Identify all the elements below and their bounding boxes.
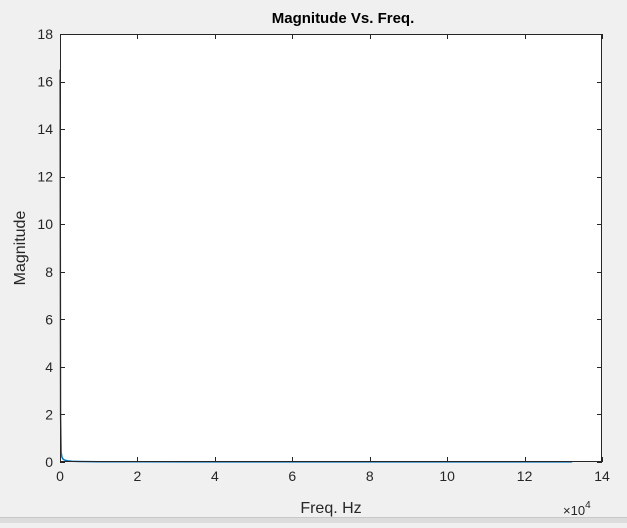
- x-tick-label: 12: [517, 468, 533, 484]
- ticks-layer: 0 2 4 6 8 10 12 14 0 2 4 6 8 10 12 14 16 18: [37, 26, 610, 484]
- axes-box: [60, 34, 602, 462]
- y-tick-label: 16: [37, 74, 53, 90]
- y-tick-label: 6: [45, 311, 53, 327]
- window-bottom-strip: [0, 517, 627, 523]
- y-tick-label: 2: [45, 406, 53, 422]
- plot-area: [60, 34, 602, 462]
- y-tick-label: 8: [45, 264, 53, 280]
- x-tick-label: 8: [366, 468, 374, 484]
- x-axis-exponent-label: ×104: [563, 500, 591, 518]
- x-tick-label: 10: [439, 468, 455, 484]
- y-axis-label: Magnitude: [12, 211, 29, 286]
- y-tick-label: 0: [45, 454, 53, 470]
- x-tick-label: 6: [288, 468, 296, 484]
- y-tick-label: 10: [37, 216, 53, 232]
- y-tick-label: 12: [37, 169, 53, 185]
- x-exponent-base: ×10: [563, 503, 585, 518]
- x-tick-label: 4: [211, 468, 219, 484]
- x-tick-label: 0: [56, 468, 64, 484]
- x-tick-label: 14: [594, 468, 610, 484]
- y-tick-label: 4: [45, 359, 53, 375]
- y-tick-label: 14: [37, 121, 53, 137]
- y-tick-label: 18: [37, 26, 53, 42]
- x-exponent-power: 4: [585, 500, 591, 511]
- x-axis-label: Freq. Hz: [300, 500, 361, 517]
- x-tick-label: 2: [134, 468, 142, 484]
- chart-title: Magnitude Vs. Freq.: [272, 10, 415, 27]
